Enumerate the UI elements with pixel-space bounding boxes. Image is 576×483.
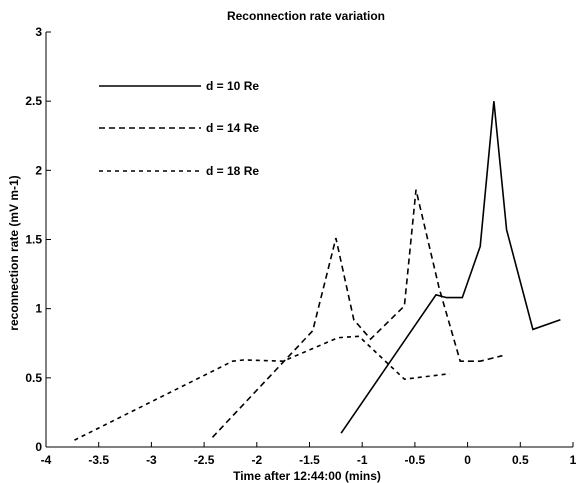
series-line-3: [74, 335, 450, 441]
y-axis: 0 0.5 1 1.5 2 2.5 3: [25, 25, 51, 454]
y-tick-label: 2.5: [25, 94, 42, 108]
legend-label-1: d = 10 Re: [206, 79, 259, 93]
y-tick-label: 0: [35, 440, 42, 454]
series-layer: [74, 101, 561, 441]
x-axis-label: Time after 12:44:00 (mins): [233, 469, 381, 483]
series-line-2: [211, 189, 503, 438]
x-tick-label: 0: [464, 453, 471, 467]
x-tick-label: -1: [357, 453, 368, 467]
plot-frame: [45, 32, 573, 448]
series-line-1: [340, 101, 561, 434]
legend-label-2: d = 14 Re: [206, 121, 259, 135]
x-tick-label: -2: [251, 453, 262, 467]
x-tick-label: -0.5: [405, 453, 426, 467]
legend: d = 10 Re d = 14 Re d = 18 Re: [99, 79, 259, 178]
y-tick-label: 0.5: [25, 371, 42, 385]
x-tick-label: -2.5: [194, 453, 215, 467]
y-tick-label: 1.5: [25, 233, 42, 247]
x-tick-label: 0.5: [512, 453, 529, 467]
y-axis-label: reconnection rate (mV m-1): [7, 175, 21, 330]
x-tick-label: -3.5: [88, 453, 109, 467]
x-tick-label: -4: [41, 453, 52, 467]
y-tick-label: 2: [35, 163, 42, 177]
legend-label-3: d = 18 Re: [206, 164, 259, 178]
chart-title: Reconnection rate variation: [227, 9, 385, 23]
y-tick-label: 1: [35, 302, 42, 316]
y-tick-label: 3: [35, 25, 42, 39]
x-axis: -4 -3.5 -3 -2.5 -2 -1.5 -1 -0.5 0 0.5 1: [41, 442, 576, 467]
x-tick-label: 1: [570, 453, 576, 467]
x-tick-label: -1.5: [299, 453, 320, 467]
x-tick-label: -3: [146, 453, 157, 467]
